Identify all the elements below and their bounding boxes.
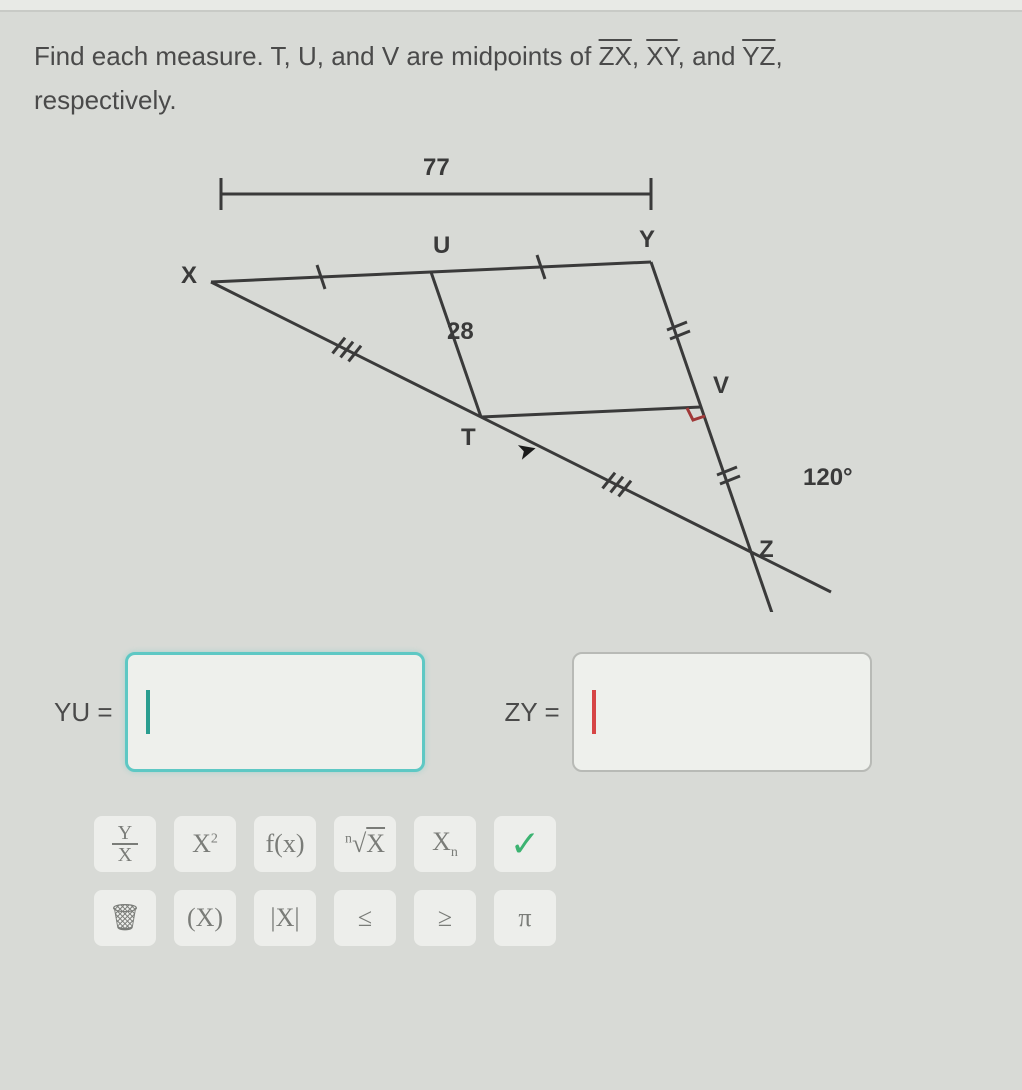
paren-button[interactable]: (X) (174, 890, 236, 946)
label-u: U (433, 232, 450, 260)
question-prefix: Find each measure. T, U, and V are midpo… (34, 41, 599, 71)
check-button[interactable]: ✓ (494, 816, 556, 872)
answer-row: YU = ZY = (34, 652, 988, 772)
function-button[interactable]: f(x) (254, 816, 316, 872)
pi-button[interactable]: π (494, 890, 556, 946)
fraction-button[interactable]: Y X (94, 816, 156, 872)
toolbar-row-1: Y X X2 f(x) n√X Xn ✓ (94, 816, 988, 872)
label-v: V (713, 372, 729, 400)
zy-caret (592, 690, 596, 734)
label-120: 120° (803, 464, 853, 492)
label-y: Y (639, 226, 655, 254)
label-x: X (181, 262, 197, 290)
math-toolbar: Y X X2 f(x) n√X Xn ✓ 🗑 (X) |X| ≤ (34, 816, 988, 946)
label-z: Z (759, 536, 774, 564)
power-button[interactable]: X2 (174, 816, 236, 872)
trash-button[interactable]: 🗑 (94, 890, 156, 946)
top-border (0, 0, 1022, 12)
abs-button[interactable]: |X| (254, 890, 316, 946)
question-line2: respectively. (34, 85, 177, 115)
zy-label: ZY = (505, 697, 560, 728)
question-text: Find each measure. T, U, and V are midpo… (34, 34, 988, 122)
triangle-diagram: 77 U Y X 28 V T 120° Z ➤ (131, 152, 891, 612)
label-28: 28 (447, 318, 474, 346)
segment-xy: XY (646, 41, 677, 71)
toolbar-row-2: 🗑 (X) |X| ≤ ≥ π (94, 890, 988, 946)
label-t: T (461, 424, 476, 452)
ge-button[interactable]: ≥ (414, 890, 476, 946)
zy-input[interactable] (572, 652, 872, 772)
answer-yu-group: YU = (54, 652, 425, 772)
nthroot-button[interactable]: n√X (334, 816, 396, 872)
yu-input[interactable] (125, 652, 425, 772)
label-77: 77 (423, 154, 450, 182)
answer-zy-group: ZY = (505, 652, 872, 772)
yu-caret (146, 690, 150, 734)
subscript-button[interactable]: Xn (414, 816, 476, 872)
trash-icon: 🗑 (108, 903, 141, 933)
yu-label: YU = (54, 697, 113, 728)
le-button[interactable]: ≤ (334, 890, 396, 946)
segment-yz: YZ (742, 41, 775, 71)
segment-zx: ZX (599, 41, 632, 71)
